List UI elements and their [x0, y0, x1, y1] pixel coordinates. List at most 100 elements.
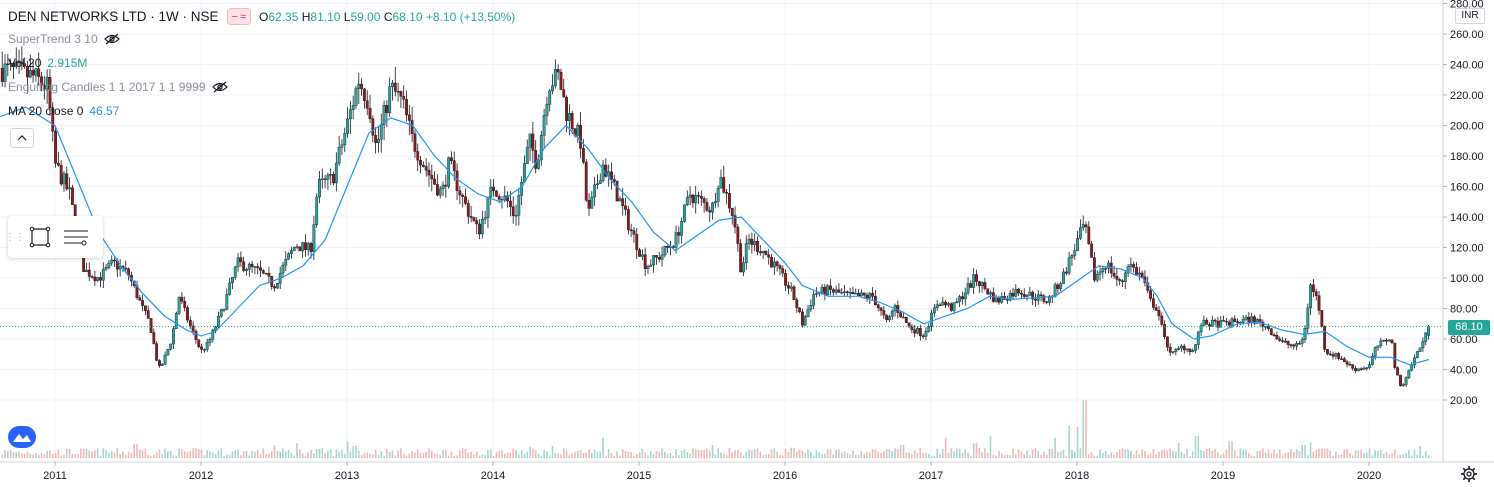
price-tick-label: 220.00 — [1450, 90, 1484, 102]
volume-bar — [1200, 449, 1202, 458]
candle-body — [1227, 321, 1231, 326]
candle-body — [657, 256, 661, 260]
volume-bar — [192, 448, 194, 458]
candle-body — [478, 223, 481, 235]
candle-body — [744, 243, 748, 263]
volume-bar — [414, 452, 416, 458]
volume-bar — [1270, 453, 1273, 458]
volume-bar — [15, 451, 18, 458]
volume-bar — [240, 455, 242, 458]
volume-bar — [54, 452, 57, 458]
volume-bar — [1365, 453, 1368, 458]
volume-bar — [251, 450, 253, 458]
volume-bar — [1394, 449, 1396, 458]
volume-bar — [1113, 454, 1115, 458]
candle-body — [975, 274, 978, 282]
volume-bar — [473, 454, 475, 458]
candle-body — [848, 292, 852, 294]
candle-body — [666, 246, 670, 248]
volume-bar — [627, 451, 630, 458]
time-tick-label: 2012 — [189, 470, 213, 482]
candle-body — [826, 285, 830, 296]
candle-body — [1171, 351, 1175, 353]
volume-bar — [613, 455, 616, 458]
volume-bar — [133, 444, 135, 458]
legend-engulfing[interactable]: Engulfing Candles 1 1 2017 1 1 9999 — [8, 80, 228, 94]
drag-handle-icon[interactable]: ⋮⋮ — [5, 231, 25, 243]
volume-bar — [826, 448, 829, 458]
volume-bar — [810, 451, 812, 458]
volume-bar — [1253, 455, 1256, 458]
volume-bar — [29, 453, 32, 458]
volume-bar — [130, 453, 133, 458]
candle-body — [1415, 351, 1419, 358]
volume-bar — [461, 448, 464, 458]
candle-body — [214, 326, 217, 331]
ohlc-badge[interactable]: − ≈ — [226, 8, 251, 25]
candle-body — [360, 83, 363, 90]
candle-body — [87, 269, 91, 277]
volume-bar — [1349, 453, 1351, 458]
candle-body — [918, 328, 922, 336]
volume-bar — [605, 455, 607, 458]
legend-volume[interactable]: Vol 20 2.915M — [8, 56, 87, 70]
currency-label[interactable]: INR — [1455, 8, 1485, 24]
volume-bar — [155, 452, 158, 458]
candle-body — [1345, 361, 1349, 365]
candle-body — [542, 115, 546, 136]
candle-body — [815, 293, 818, 295]
volume-bar — [343, 454, 346, 458]
candle-body — [1348, 364, 1352, 366]
candle-body — [612, 179, 616, 182]
volume-bar — [1197, 436, 1200, 458]
volume-bar — [88, 450, 91, 458]
volume-bar — [158, 449, 161, 458]
volume-bar — [175, 455, 178, 458]
candle-body — [941, 301, 945, 306]
candle-body — [31, 70, 35, 76]
candle-body — [1011, 292, 1015, 297]
candle-body — [1199, 325, 1203, 333]
volume-bar — [1180, 451, 1183, 458]
volume-bar — [1051, 448, 1054, 458]
hidden-eye-icon[interactable] — [103, 33, 120, 45]
volume-bar — [169, 450, 172, 458]
tradingview-logo-icon[interactable] — [8, 426, 36, 448]
gear-icon[interactable] — [1460, 465, 1478, 483]
volume-bar — [593, 449, 596, 458]
candle-body — [725, 192, 729, 194]
legend-supertrend[interactable]: SuperTrend 3 10 — [8, 32, 120, 46]
candle-body — [845, 291, 849, 293]
candle-body — [1107, 262, 1110, 269]
settings-lines-button[interactable] — [58, 216, 94, 258]
candle-body — [1342, 358, 1346, 362]
minus-icon: − — [231, 10, 238, 23]
volume-bar — [787, 452, 790, 458]
candle-body — [697, 195, 700, 197]
candle-body — [494, 190, 498, 197]
volume-bar — [781, 455, 784, 458]
hidden-eye-icon[interactable] — [211, 81, 228, 93]
volume-bar — [301, 453, 304, 458]
volume-bar — [703, 450, 705, 458]
volume-bar — [96, 448, 99, 458]
candle-body — [801, 311, 804, 326]
volume-bar — [894, 448, 896, 458]
collapse-legend-button[interactable] — [10, 128, 34, 148]
volume-bar — [1127, 449, 1129, 458]
rectangle-tool-button[interactable] — [22, 216, 58, 258]
volume-bar — [916, 453, 919, 458]
candle-body — [273, 286, 276, 289]
symbol-title[interactable]: DEN NETWORKS LTD · 1W · NSE — [8, 9, 219, 24]
volume-bar — [1029, 455, 1031, 458]
volume-bar — [1233, 450, 1236, 458]
chevron-up-icon — [17, 135, 27, 141]
volume-bar — [197, 448, 200, 458]
candle-body — [483, 217, 487, 220]
volume-bar — [708, 450, 711, 458]
candle-body — [492, 186, 495, 192]
volume-bar — [242, 451, 245, 458]
legend-ma[interactable]: MA 20 close 0 46.57 — [8, 104, 119, 118]
candle-body — [152, 332, 156, 344]
